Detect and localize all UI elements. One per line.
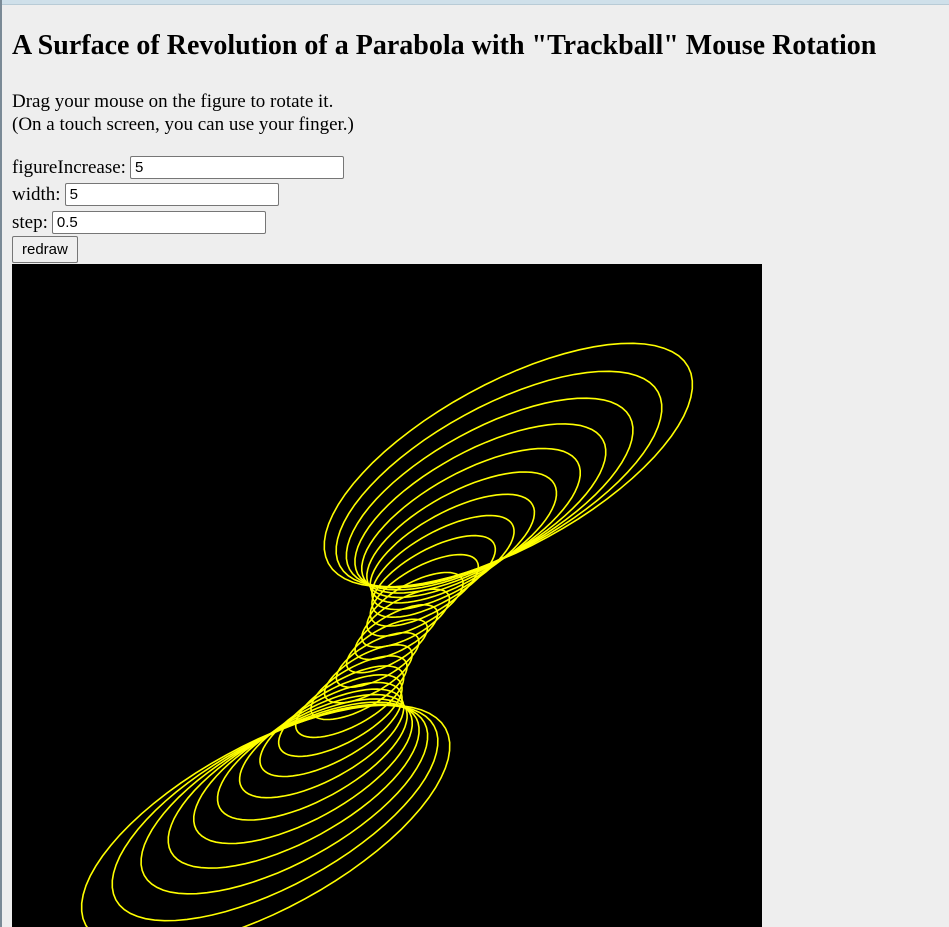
surface-ring: [80, 704, 451, 927]
redraw-button[interactable]: redraw: [12, 236, 78, 263]
surface-ring: [335, 370, 663, 588]
instruction-line-2: (On a touch screen, you can use your fin…: [12, 114, 354, 135]
surface-ring: [238, 688, 405, 799]
surface-ring: [259, 681, 403, 778]
surface-ring: [216, 693, 408, 821]
surface-ring: [345, 397, 634, 589]
figure-increase-input[interactable]: [129, 156, 344, 179]
instruction-line-1: Drag your mouse on the figure to rotate …: [12, 91, 334, 112]
surface-figure[interactable]: [12, 264, 762, 927]
surface-ring: [167, 701, 420, 869]
figure-increase-label: figureIncrease:: [12, 156, 126, 178]
window-left-edge: [0, 0, 2, 927]
instructions: Drag your mouse on the figure to rotate …: [12, 90, 354, 136]
width-input[interactable]: [64, 183, 279, 206]
figure-increase-field: figureIncrease:: [12, 154, 344, 181]
surface-ring: [371, 514, 515, 611]
width-label: width:: [12, 183, 61, 205]
surface-ring: [140, 703, 429, 895]
page-title: A Surface of Revolution of a Parabola wi…: [12, 30, 877, 61]
step-input[interactable]: [51, 211, 266, 234]
surface-ring: [345, 618, 429, 674]
step-field: step:: [12, 209, 266, 236]
window-top-strip: [0, 0, 949, 5]
surface-ring: [354, 604, 439, 661]
figure-canvas[interactable]: [12, 264, 762, 927]
surface-ring: [366, 471, 558, 599]
surface-ring: [354, 423, 607, 591]
width-field: width:: [12, 181, 279, 208]
surface-ring: [277, 673, 403, 758]
surface-ring: [193, 698, 413, 845]
surface-ring: [323, 342, 694, 588]
surface-ring: [335, 631, 420, 688]
step-label: step:: [12, 211, 48, 233]
surface-ring: [361, 447, 581, 594]
